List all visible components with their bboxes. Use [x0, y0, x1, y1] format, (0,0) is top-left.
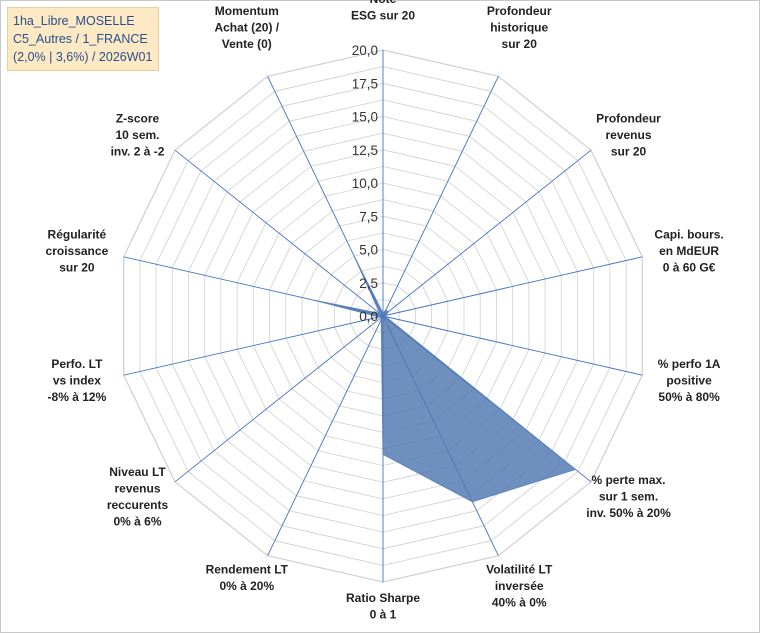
axis-label-line: % perfo 1A: [658, 357, 721, 371]
axis-label-line: revenus: [114, 481, 160, 495]
axis-label-line: positive: [666, 373, 712, 387]
axis-label-line: en MdEUR: [659, 244, 719, 258]
axis-label-line: % perte max.: [591, 473, 665, 487]
tick-label: 15,0: [352, 110, 378, 125]
axis-label-line: sur 20: [59, 261, 95, 275]
tick-label: 12,5: [352, 143, 378, 158]
chart-title-box: 1ha_Libre_MOSELLE C5_Autres / 1_FRANCE (…: [7, 7, 160, 71]
axis-label: Note ESG sur 20: [351, 0, 415, 23]
tick-label: 5,0: [359, 243, 378, 258]
axis-spoke: [382, 149, 592, 317]
axis-label-line: 40% à 0%: [492, 595, 547, 609]
axis-label-line: reccurents: [107, 498, 169, 512]
title-line: C5_Autres / 1_FRANCE: [13, 32, 148, 46]
axis-spoke: [382, 315, 643, 376]
axis-label-line: vs index: [53, 373, 101, 387]
axis-label: Niveau LT revenus reccurents 0% à 6%: [107, 465, 169, 529]
axis-label-line: croissance: [46, 244, 109, 258]
axis-label-line: Z-score: [116, 111, 160, 125]
tick-label: 7,5: [359, 209, 378, 224]
tick-label: 2,5: [359, 276, 378, 291]
axis-label-line: inversée: [495, 579, 544, 593]
axis-label-line: sur 20: [502, 37, 538, 51]
axis-label: % perfo 1A positive 50% à 80%: [658, 357, 721, 404]
axis-label: Régularité croissance sur 20: [46, 228, 109, 275]
axis-spoke: [174, 315, 384, 483]
axis-label-line: Vente (0): [222, 37, 272, 51]
axis-spoke: [174, 149, 384, 317]
tick-layer: 0,0 2,5 5,0 7,5 10,0 12,5 15,0 17,5 20,0: [352, 43, 378, 324]
axis-label-line: Achat (20) /: [214, 21, 279, 35]
axis-label-line: Profondeur: [596, 111, 661, 125]
axis-label-line: 50% à 80%: [658, 390, 720, 404]
axis-label: Perfo. LT vs index -8% à 12%: [48, 357, 107, 404]
axis-label: Profondeur historique sur 20: [487, 4, 552, 51]
axis-label-line: sur 20: [611, 144, 647, 158]
axis-label-line: -8% à 12%: [48, 390, 107, 404]
axis-label-line: Ratio Sharpe: [346, 591, 420, 605]
axis-spoke: [123, 315, 384, 376]
tick-label: 10,0: [352, 176, 378, 191]
axis-label-line: Régularité: [48, 228, 107, 242]
title-line: (2,0% | 3,6%) / 2026W01: [13, 50, 153, 64]
axis-label-line: revenus: [605, 128, 651, 142]
tick-label: 0,0: [359, 309, 378, 324]
axis-label-line: Momentum: [215, 4, 279, 18]
label-layer: Note ESG sur 20 Profondeur historique sur 20…: [46, 0, 724, 622]
axis-spoke: [382, 256, 643, 317]
axis-label: Ratio Sharpe 0 à 1: [346, 591, 420, 622]
axis-label-line: Rendement LT: [206, 562, 289, 576]
tick-label: 17,5: [352, 76, 378, 91]
axis-label: Profondeur revenus sur 20: [596, 111, 661, 158]
axis-label: Momentum Achat (20) / Vente (0): [214, 4, 279, 51]
axis-label-line: 10 sem.: [115, 128, 159, 142]
axis-label-line: Profondeur: [487, 4, 552, 18]
axis-label-line: ESG sur 20: [351, 9, 415, 23]
axis-label-line: 0 à 60 G€: [663, 261, 716, 275]
axis-label-line: Perfo. LT: [51, 357, 103, 371]
series-layer: [314, 257, 577, 503]
axis-label-line: inv. 2 à -2: [111, 144, 165, 158]
axis-label: Z-score 10 sem. inv. 2 à -2: [111, 111, 165, 158]
axis-spoke: [267, 315, 384, 556]
axis-label-line: 0% à 6%: [113, 514, 161, 528]
axis-label: Capi. bours. en MdEUR 0 à 60 G€: [654, 228, 723, 275]
axis-label-line: 0% à 20%: [219, 579, 274, 593]
axis-label-line: historique: [490, 21, 548, 35]
axis-label-line: Volatilité LT: [486, 562, 553, 576]
series-area: [314, 257, 577, 503]
axis-label-line: inv. 50% à 20%: [586, 506, 671, 520]
axis-label: Volatilité LT inversée 40% à 0%: [486, 562, 553, 609]
axis-label-line: Niveau LT: [109, 465, 166, 479]
axis-label-line: Capi. bours.: [654, 228, 723, 242]
axis-label: % perte max. sur 1 sem. inv. 50% à 20%: [586, 473, 671, 520]
tick-label: 20,0: [352, 43, 378, 58]
axis-label: Rendement LT 0% à 20%: [206, 562, 289, 593]
axis-label-line: Note: [370, 0, 397, 6]
title-line: 1ha_Libre_MOSELLE: [13, 14, 135, 28]
axis-spoke: [382, 76, 499, 317]
axis-label-line: 0 à 1: [370, 608, 397, 622]
axis-label-line: sur 1 sem.: [599, 490, 658, 504]
